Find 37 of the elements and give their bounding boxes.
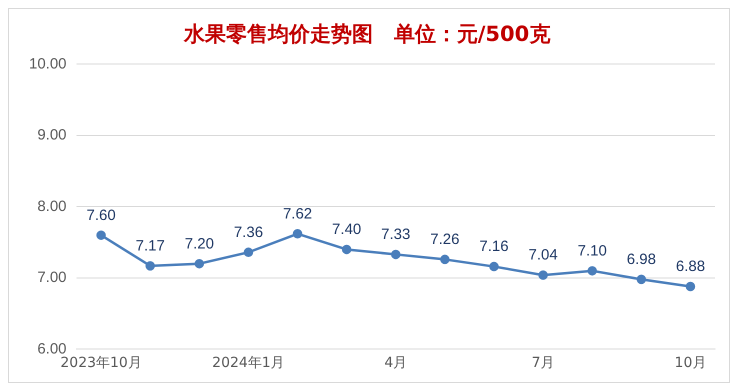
point (636, 274, 646, 284)
point (292, 229, 302, 239)
y-tick-label: 10.00 (28, 55, 67, 72)
point (96, 230, 106, 240)
point (440, 254, 450, 264)
data-label: 7.60 (86, 206, 116, 224)
point (686, 282, 696, 292)
chart-title: 水果零售均价走势图 单位：元/500克 (182, 22, 550, 46)
data-label: 7.10 (578, 242, 607, 260)
data-label: 7.16 (479, 238, 509, 256)
y-tick-label: 7.00 (37, 269, 67, 286)
data-label: 6.88 (676, 258, 706, 276)
data-label: 7.33 (381, 226, 410, 244)
data-label: 7.36 (234, 224, 264, 241)
point (489, 262, 499, 272)
x-tick-label: 7月 (532, 355, 555, 372)
y-tick-label: 9.00 (37, 126, 67, 144)
point (194, 258, 204, 268)
data-label: 7.40 (332, 221, 362, 238)
point (145, 261, 155, 271)
data-label: 7.17 (136, 237, 165, 254)
point (391, 250, 401, 260)
point (587, 266, 597, 276)
data-label: 7.26 (430, 231, 460, 248)
data-label: 6.98 (626, 251, 656, 268)
data-label: 7.20 (184, 235, 214, 252)
x-tick-label: 2024年1月 (212, 355, 285, 372)
y-tick-label: 6.00 (37, 340, 67, 358)
data-label: 7.04 (528, 246, 558, 264)
x-tick-label: 2023年10月 (60, 355, 142, 372)
data-label: 7.62 (282, 205, 312, 222)
point (538, 270, 548, 280)
point (342, 244, 352, 254)
x-tick-label: 4月 (384, 355, 408, 372)
y-tick-label: 8.00 (37, 198, 67, 215)
point (244, 248, 254, 258)
x-tick-label: 10月 (674, 355, 706, 372)
